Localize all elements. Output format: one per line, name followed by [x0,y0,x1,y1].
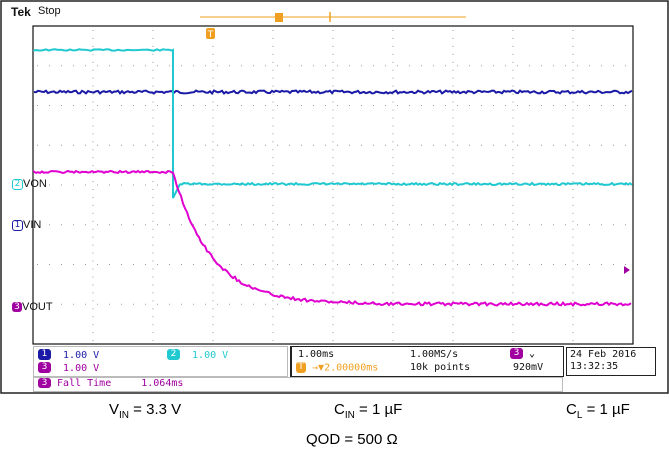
timebase-value: 1.00ms [298,349,335,360]
trigger-level-arrow [624,266,630,274]
measurement-badge: 3 [38,378,51,388]
screen-frame [0,0,669,394]
ch2-ground-badge: 2 [12,178,23,190]
caption-cl-main: C [566,401,577,418]
caption-cin-sub: IN [344,410,355,421]
caption-cl-rest: = 1 µF [582,401,630,418]
brand-text: Tek [11,5,31,19]
ch2-scale-value: 1.00 V [192,349,229,361]
time-value: 13:32:35 [570,361,619,372]
header-state: Stop [38,5,61,17]
ch1-scale-value: 1.00 V [63,349,100,361]
ch1-label-text: VIN [23,219,42,231]
caption-qod: QOD = 500 Ω [306,431,398,448]
ch2-ground-label: 2 VON [12,178,47,190]
ch1-ground-label: 1 VIN [12,219,41,231]
caption-cin: CIN = 1 µF [334,401,402,421]
header-brand: Tek [11,5,31,19]
measurement-panel: 3 Fall Time 1.064ms [33,377,563,392]
measurement-name: Fall Time [57,378,112,389]
trigger-source-badge: 3 [510,348,523,359]
ch3-scale: 3 1.00 V [38,362,99,374]
date-value: 24 Feb 2016 [570,349,637,360]
oscilloscope-screen: T Tek Stop 2 VON 1 VIN 3 VOUT 1 1.00 V 2 1.… [0,0,669,394]
trigger-position-marker: T [206,28,215,40]
ch2-label-text: VON [23,178,47,190]
ch3-scale-value: 1.00 V [63,362,100,374]
trigger-position: T →▼2.00000ms [296,362,378,374]
caption-cl-sub: L [576,410,583,421]
caption-vin: VIN = 3.3 V [109,401,181,421]
ch3-badge: 3 [38,362,51,373]
trigger-marker-text: T [207,30,214,40]
arrow-right-icon: →▼ [312,362,325,374]
record-length-value: 10k points [410,362,471,373]
trigger-level-value: 920mV [513,362,544,373]
sample-rate-value: 1.00MS/s [410,349,459,360]
ch2-scale: 2 1.00 V [167,349,228,361]
measurement-value: 1.064ms [141,378,184,389]
caption-cin-main: C [334,401,345,418]
channel-scale-panel: 1 1.00 V 2 1.00 V 3 1.00 V [33,346,288,377]
measurement-row: 3 Fall Time 1.064ms [38,378,183,389]
caption-vin-main: V [109,401,120,418]
record-window-marker [275,13,283,22]
trigger-source: 3 ⌄ [510,348,535,360]
ch1-scale: 1 1.00 V [38,349,99,361]
ch3-ground-label: 3 VOUT [12,301,53,313]
caption-cin-rest: = 1 µF [354,401,403,418]
waveform-vout [33,169,632,307]
graticule-border [32,25,634,345]
ch3-label-text: VOUT [22,301,53,313]
acquisition-panel: 1.00ms 1.00MS/s 3 ⌄ T →▼2.00000ms 10k po… [290,346,564,377]
caption-vin-sub: IN [119,410,130,421]
datetime-panel: 24 Feb 2016 13:32:35 [566,347,656,376]
scope-display: T [0,0,669,394]
falling-edge-icon: ⌄ [529,348,536,360]
waveform-vin [33,89,633,95]
graticule-grid [37,30,626,342]
ch3-ground-badge: 3 [12,302,22,313]
trigger-position-value: 2.00000ms [324,362,379,374]
ch1-ground-badge: 1 [12,219,23,231]
ch1-badge: 1 [38,349,51,360]
ch2-badge: 2 [167,349,180,360]
trigger-pos-badge: T [296,362,306,373]
waveform-von [33,48,633,199]
caption-vin-rest: = 3.3 V [129,401,182,418]
caption-cl: CL = 1 µF [566,401,630,421]
